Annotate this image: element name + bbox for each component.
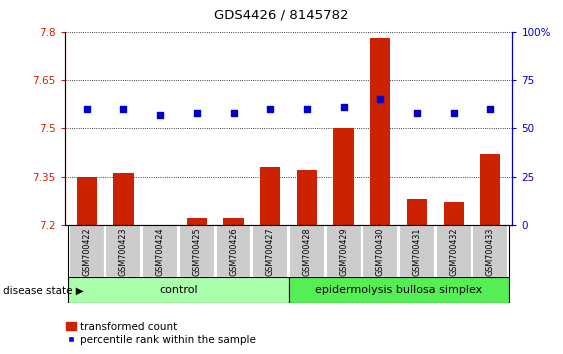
Point — [155, 112, 164, 118]
Bar — [224, 218, 244, 225]
Point — [229, 110, 238, 116]
Text: disease state ▶: disease state ▶ — [3, 286, 83, 296]
Text: GDS4426 / 8145782: GDS4426 / 8145782 — [215, 9, 348, 22]
Point — [449, 110, 458, 116]
Bar — [142, 225, 178, 278]
Bar — [480, 154, 501, 225]
Bar — [297, 170, 317, 225]
Text: GSM700428: GSM700428 — [302, 227, 311, 276]
Point — [486, 106, 495, 112]
Text: GSM700424: GSM700424 — [155, 227, 164, 276]
Bar — [399, 225, 435, 278]
Point — [413, 110, 422, 116]
Bar — [289, 225, 325, 278]
Bar — [472, 225, 508, 278]
Text: GSM700431: GSM700431 — [413, 227, 422, 275]
Text: GSM700429: GSM700429 — [339, 227, 348, 276]
Text: GSM700430: GSM700430 — [376, 227, 385, 275]
Text: epidermolysis bullosa simplex: epidermolysis bullosa simplex — [315, 285, 482, 295]
Bar — [370, 38, 390, 225]
Bar — [289, 277, 508, 303]
Point — [266, 106, 275, 112]
Text: GSM700427: GSM700427 — [266, 227, 275, 276]
Bar — [252, 225, 288, 278]
Text: GSM700433: GSM700433 — [486, 227, 495, 275]
Text: GSM700425: GSM700425 — [193, 227, 202, 276]
Bar — [260, 167, 280, 225]
Bar — [105, 225, 141, 278]
Point — [193, 110, 202, 116]
Bar — [436, 225, 472, 278]
Bar — [325, 225, 361, 278]
Point — [376, 97, 385, 102]
Point — [302, 106, 311, 112]
Point — [339, 104, 348, 110]
Text: GSM700432: GSM700432 — [449, 227, 458, 276]
Bar — [362, 225, 398, 278]
Text: GSM700423: GSM700423 — [119, 227, 128, 276]
Bar — [69, 225, 105, 278]
Bar — [179, 225, 215, 278]
Text: GSM700422: GSM700422 — [82, 227, 91, 276]
Bar — [113, 173, 133, 225]
Legend: transformed count, percentile rank within the sample: transformed count, percentile rank withi… — [61, 317, 260, 349]
Text: control: control — [159, 285, 198, 295]
Bar — [333, 129, 354, 225]
Bar — [187, 218, 207, 225]
Bar — [407, 199, 427, 225]
Bar — [77, 177, 97, 225]
Bar — [444, 202, 464, 225]
Point — [82, 106, 91, 112]
Bar — [216, 225, 252, 278]
Point — [119, 106, 128, 112]
Text: GSM700426: GSM700426 — [229, 227, 238, 276]
Bar — [69, 277, 289, 303]
